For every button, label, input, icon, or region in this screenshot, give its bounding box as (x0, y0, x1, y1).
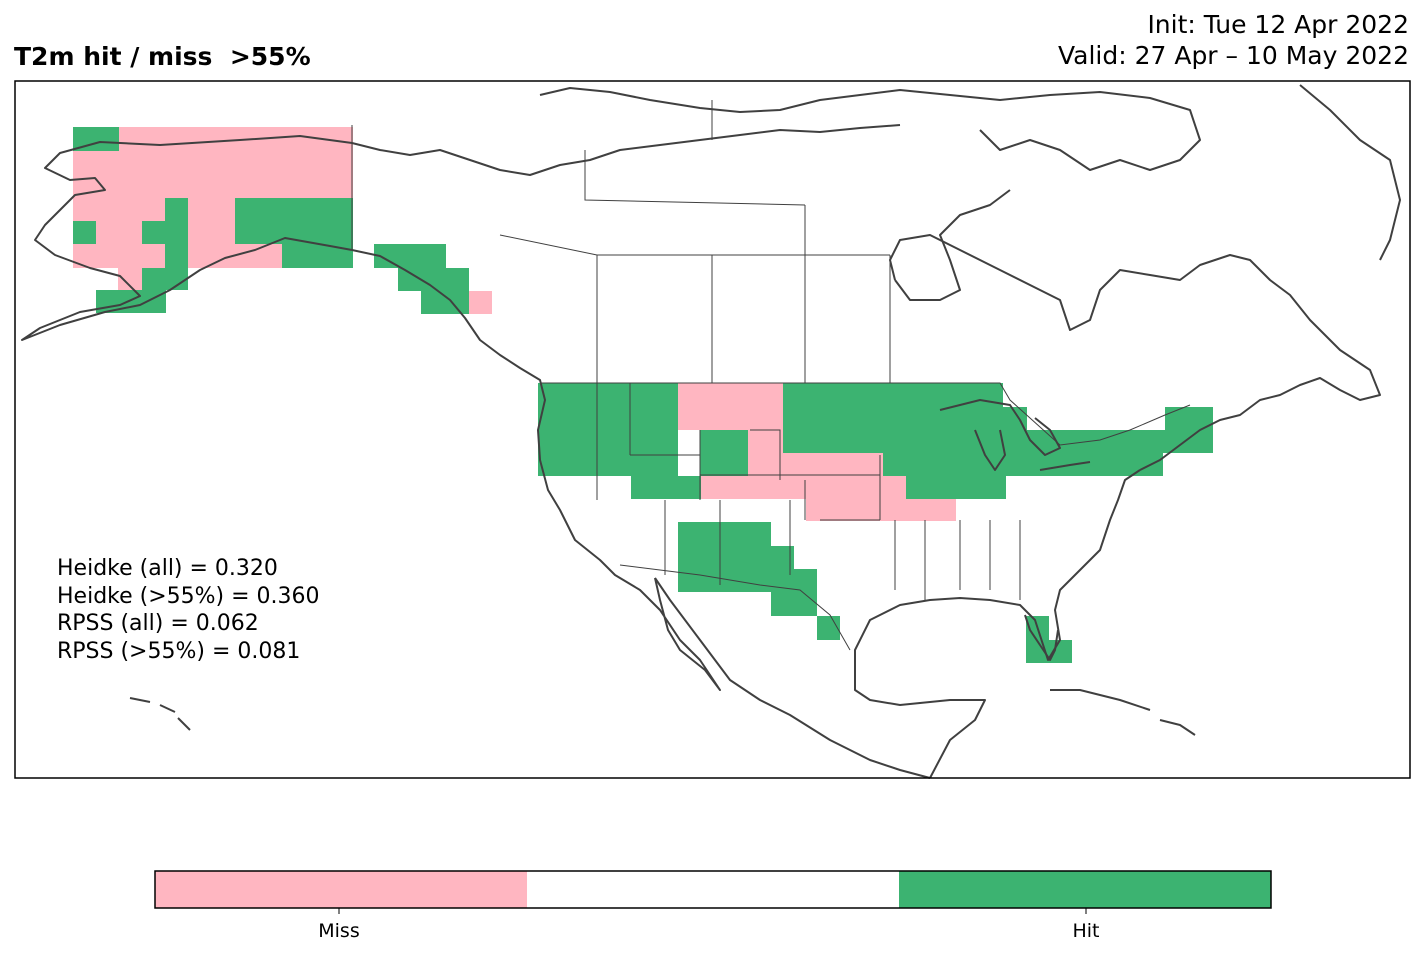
us-canada-border (540, 382, 1191, 446)
forecast-cells (73, 127, 1213, 663)
hit-cell (398, 268, 469, 291)
hispaniola-coast (1159, 719, 1196, 736)
colorbar-segment (155, 871, 527, 908)
gulf-coast (854, 469, 1141, 779)
hit-cell (1003, 453, 1163, 476)
colorbar-frame (154, 870, 1272, 909)
hit-cell (771, 569, 817, 616)
hit-cell (678, 522, 771, 592)
miss-cell (783, 453, 883, 476)
colorbar-segment (899, 871, 1271, 908)
hit-cell (631, 476, 701, 499)
date-info: Init: Tue 12 Apr 2022 Valid: 27 Apr – 10… (1058, 9, 1409, 71)
miss-cell (469, 291, 492, 314)
us-mexico-border (619, 564, 851, 651)
hit-cell (1165, 407, 1213, 453)
score-heidke-55: Heidke (>55%) = 0.360 (57, 583, 320, 609)
hit-cell (235, 198, 353, 244)
political-borders (351, 100, 1191, 651)
mexico-pacific-coast (654, 577, 931, 779)
arctic-islands (539, 87, 1201, 171)
miss-cell (748, 430, 783, 476)
northeast-coast (889, 234, 1381, 471)
hit-cell (906, 476, 1006, 499)
great-lakes (939, 399, 1091, 471)
score-rpss-55: RPSS (>55%) = 0.081 (57, 639, 301, 665)
valid-period-label: Valid: 27 Apr – 10 May 2022 (1057, 41, 1409, 70)
canada-province-lines (499, 100, 891, 383)
us-state-lines (596, 383, 1021, 600)
map-frame (14, 80, 1411, 779)
colorbar-label-miss: Miss (318, 920, 360, 942)
miss-cell (701, 476, 806, 499)
hudson-bay-coast (894, 189, 1011, 301)
miss-cell (678, 383, 748, 407)
pacific-coast (351, 249, 721, 691)
hit-cell (421, 291, 469, 314)
hit-cell (142, 268, 188, 290)
map-title: T2m hit / miss >55% (14, 42, 311, 71)
colorbar-label-hit: Hit (1072, 920, 1100, 942)
hit-cell (73, 221, 96, 244)
greenland-coast (1299, 84, 1401, 261)
hit-cell (783, 383, 1003, 453)
cuba-coast (1050, 689, 1151, 711)
init-date-label: Init: Tue 12 Apr 2022 (1147, 10, 1409, 39)
hit-cell (1003, 430, 1213, 453)
hit-cell (883, 453, 1003, 476)
hit-cell (817, 616, 840, 640)
score-rpss-all: RPSS (all) = 0.062 (57, 611, 259, 637)
hit-cell (374, 244, 446, 268)
hit-cell (771, 546, 794, 569)
hit-cell (538, 383, 678, 476)
hit-cell (700, 430, 748, 476)
colorbar (154, 870, 1272, 914)
miss-cell (748, 383, 783, 407)
coastlines (21, 84, 1401, 779)
hit-cell (142, 221, 188, 244)
miss-cell (678, 407, 783, 430)
alaska-coast (21, 135, 353, 341)
hit-cell (96, 290, 166, 313)
arctic-coast (351, 124, 901, 176)
skill-scores: Heidke (all) = 0.320 Heidke (>55%) = 0.3… (57, 555, 320, 666)
florida-coast (1024, 614, 1059, 661)
hawaii-coast (129, 697, 191, 731)
miss-cell (906, 499, 956, 521)
score-heidke-all: Heidke (all) = 0.320 (57, 556, 278, 581)
colorbar-segment (527, 871, 899, 908)
